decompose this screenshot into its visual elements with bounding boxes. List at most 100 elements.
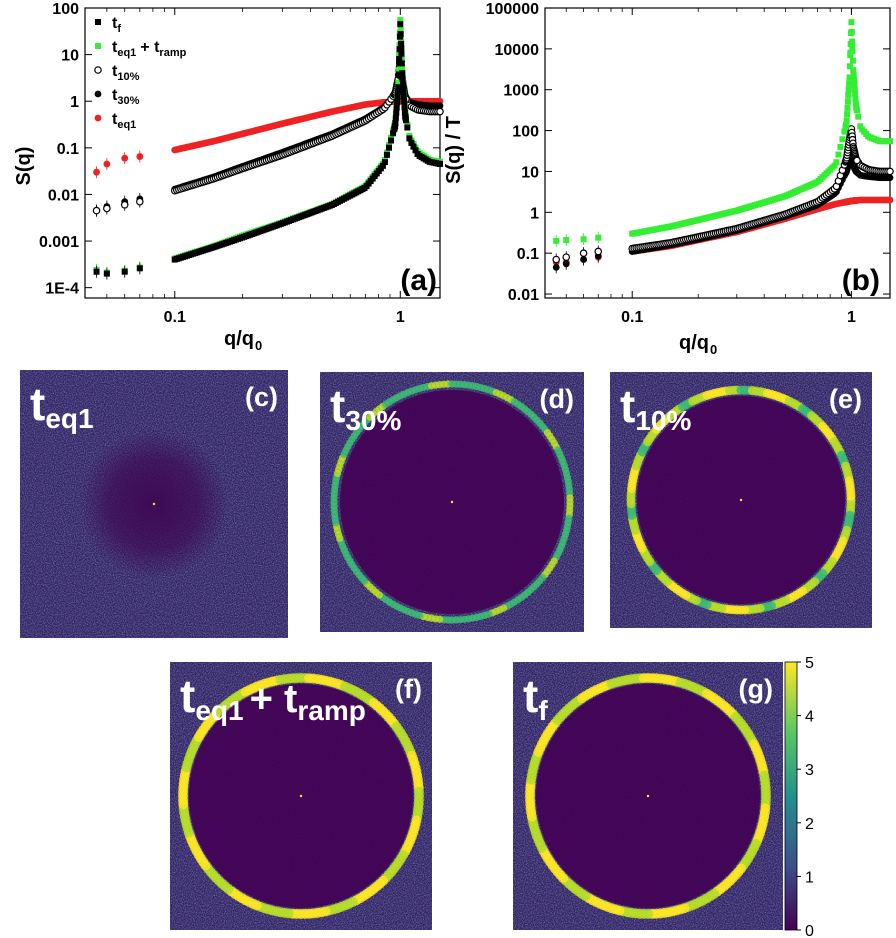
y-tick-label: 0.01 [48, 187, 79, 204]
data-point [103, 270, 110, 277]
data-point [120, 200, 129, 209]
legend-main: t [112, 111, 118, 128]
data-point [410, 143, 417, 150]
time-label-main: t [523, 670, 538, 722]
heatmap-ring [178, 673, 424, 919]
data-point [580, 236, 587, 243]
legend-entry: teq1 [112, 111, 136, 131]
time-label-sub2: ramp [297, 695, 365, 726]
center-pixel [299, 794, 303, 798]
panel-time-label: teq1 + tramp [180, 670, 366, 726]
y-tick-label: 10000 [495, 42, 540, 59]
y-tick-label: 100 [512, 124, 539, 141]
data-point [394, 89, 401, 96]
legend-main: t [112, 39, 118, 56]
ring-segment [566, 494, 574, 502]
legend-marker [94, 66, 102, 74]
legend-marker [95, 43, 101, 49]
data-point [402, 117, 409, 124]
heatmap-ring [626, 385, 856, 615]
data-point [563, 237, 570, 244]
data-point [392, 114, 399, 121]
x-axis-label-sub-a: 0 [255, 338, 262, 353]
data-point [395, 79, 402, 86]
data-point [93, 168, 100, 176]
data-point [831, 162, 838, 169]
ring-segment [846, 491, 856, 501]
legend-entry: teq1 + tramp [112, 39, 187, 59]
data-point [851, 76, 858, 83]
data-point [399, 65, 406, 72]
data-point [845, 92, 852, 99]
data-point [436, 107, 444, 116]
data-point [852, 95, 859, 102]
data-point [844, 111, 851, 118]
x-axis-label-sub-b: 0 [710, 342, 717, 357]
panel-time-label: t30% [330, 380, 401, 436]
center-pixel [646, 794, 650, 798]
heatmap-panels: (c)teq1(d)t30%(e)t10%(f)teq1 + tramp(g)tf [20, 370, 872, 930]
panel-time-label: teq1 [30, 378, 94, 434]
panel-letter-a: (a) [400, 264, 437, 297]
data-point [852, 91, 859, 98]
data-point [851, 81, 858, 88]
heatmap-panel-d: (d) t30% [320, 372, 584, 632]
data-point [850, 72, 857, 79]
heatmap-ring [525, 673, 771, 919]
colorbar-gradient [784, 661, 798, 931]
colorbar-tick-label: 1 [805, 869, 814, 886]
legend-entry: t10% [112, 63, 140, 83]
y-tick-label: 0.1 [517, 246, 539, 263]
y-tick-label: 100000 [486, 1, 539, 18]
x-tick-label: 1 [847, 309, 856, 326]
y-tick-label: 100 [52, 1, 79, 18]
data-point [844, 98, 851, 105]
data-point [851, 86, 858, 93]
panel-letter: (f) [395, 674, 422, 704]
data-point [849, 38, 856, 45]
y-tick-label: 1 [70, 94, 79, 111]
heatmap-panel-e: (e) t10% [610, 372, 872, 628]
legend-plus: + t [140, 39, 160, 56]
data-point [835, 151, 842, 158]
legend-entry: t30% [112, 87, 140, 107]
data-point [396, 46, 403, 53]
data-point [552, 263, 560, 271]
plot-frame-a [84, 7, 441, 299]
ring-segment [413, 786, 424, 797]
data-point [395, 67, 402, 74]
data-point [849, 57, 856, 64]
data-point [394, 94, 401, 101]
x-tick-label: 0.1 [621, 309, 643, 326]
data-point [848, 28, 855, 35]
colorbar-tick-label: 3 [805, 762, 814, 779]
data-point [395, 84, 402, 91]
y-tick-label: 10 [521, 164, 539, 181]
data-point [398, 50, 405, 57]
data-point [388, 137, 395, 144]
data-point [400, 87, 407, 94]
data-point [121, 268, 128, 275]
data-point [839, 136, 846, 143]
x-tick-label: 0.1 [164, 309, 186, 326]
time-label-sub: f [538, 695, 548, 726]
y-tick-label: 0.001 [39, 234, 79, 251]
legend-sub: 30% [117, 95, 139, 107]
data-point [383, 151, 390, 158]
data-point [553, 237, 560, 244]
center-pixel [739, 498, 743, 502]
heatmap-panel-f: (f) teq1 + tramp [170, 662, 432, 930]
data-point [833, 159, 840, 166]
data-point [843, 117, 850, 124]
series-tf [93, 21, 443, 280]
colorbar: 0 1 2 3 4 5 [784, 655, 814, 938]
legend-sub: eq1 [117, 119, 136, 131]
time-label-main: t [180, 670, 195, 722]
data-point [857, 123, 864, 130]
data-point [594, 247, 603, 256]
data-point [393, 104, 400, 111]
data-point [381, 159, 388, 166]
colorbar-tick-label: 4 [805, 709, 814, 726]
data-point [436, 102, 444, 110]
time-label-sub: 10% [635, 405, 691, 436]
